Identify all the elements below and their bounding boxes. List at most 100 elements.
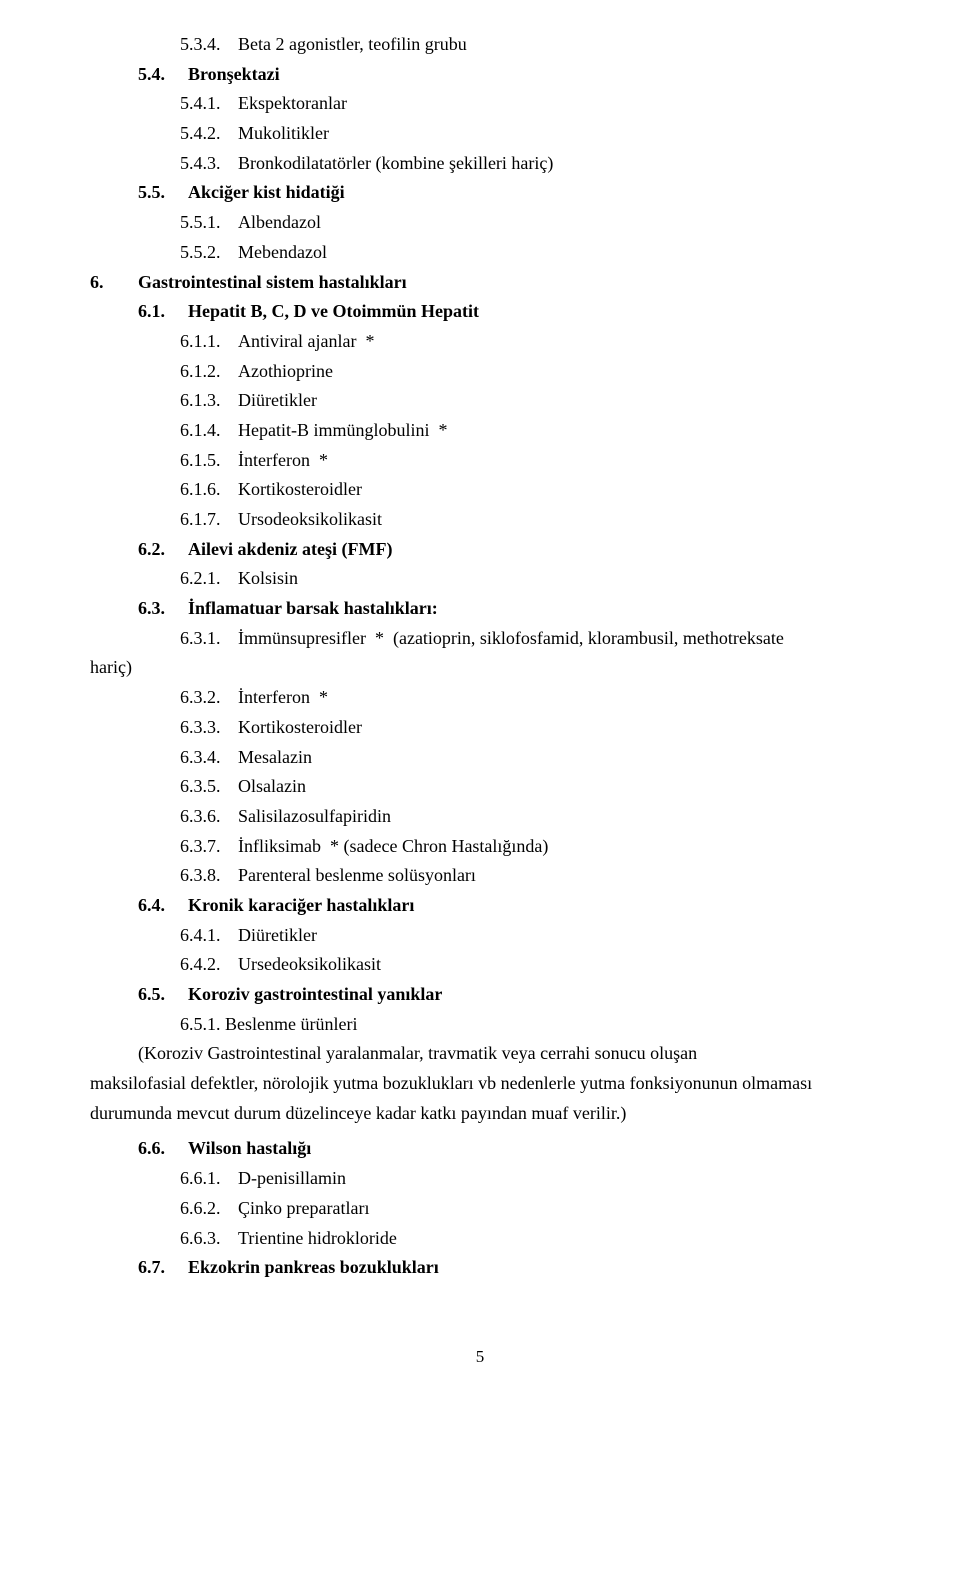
page-number: 5 — [90, 1343, 870, 1371]
outline-number: 6.3.8. — [180, 861, 238, 891]
outline-number: 5.4. — [138, 60, 188, 90]
outline-item: 6.3.8.Parenteral beslenme solüsyonları — [90, 861, 870, 891]
outline-item: 6.1.4.Hepatit-B immünglobulini * — [90, 416, 870, 446]
outline-item: 5.4.1.Ekspektoranlar — [90, 89, 870, 119]
outline-number: 6.2.1. — [180, 564, 238, 594]
outline-number: 6.3.2. — [180, 683, 238, 713]
outline-item: 5.5.Akciğer kist hidatiği — [90, 178, 870, 208]
outline-list-2: 6.6.Wilson hastalığı6.6.1.D-penisillamin… — [90, 1134, 870, 1282]
outline-item: 6.3.5.Olsalazin — [90, 772, 870, 802]
outline-number: 6.3. — [138, 594, 188, 624]
outline-text: Trientine hidrokloride — [238, 1228, 397, 1248]
outline-item: 6.3.2.İnterferon * — [90, 683, 870, 713]
outline-item: 5.4.3.Bronkodilatatörler (kombine şekill… — [90, 149, 870, 179]
outline-text: Mesalazin — [238, 747, 312, 767]
outline-text: Gastrointestinal sistem hastalıkları — [138, 272, 407, 292]
outline-number: 6.1.7. — [180, 505, 238, 535]
outline-text: Wilson hastalığı — [188, 1138, 311, 1158]
outline-item: 6.1.Hepatit B, C, D ve Otoimmün Hepatit — [90, 297, 870, 327]
outline-item: 6.1.2.Azothioprine — [90, 357, 870, 387]
outline-item: 6.1.1.Antiviral ajanlar * — [90, 327, 870, 357]
outline-item: 5.4.2.Mukolitikler — [90, 119, 870, 149]
outline-number: 6.3.3. — [180, 713, 238, 743]
outline-number: 6.3.4. — [180, 743, 238, 773]
outline-item: 6.5.1. Beslenme ürünleri — [90, 1010, 870, 1040]
outline-item: 6.4.1.Diüretikler — [90, 921, 870, 951]
outline-text: Kolsisin — [238, 568, 298, 588]
outline-number: 5.4.3. — [180, 149, 238, 179]
outline-number: 6.1.1. — [180, 327, 238, 357]
outline-number: 6.4. — [138, 891, 188, 921]
outline-text: Ursedeoksikolikasit — [238, 954, 381, 974]
outline-number: 6.2. — [138, 535, 188, 565]
outline-text: Ekzokrin pankreas bozuklukları — [188, 1257, 439, 1277]
outline-text: Kortikosteroidler — [238, 717, 362, 737]
outline-text: Antiviral ajanlar * — [238, 331, 374, 351]
outline-text: Salisilazosulfapiridin — [238, 806, 391, 826]
outline-item: 6.1.7.Ursodeoksikolikasit — [90, 505, 870, 535]
outline-item: 6.3.6.Salisilazosulfapiridin — [90, 802, 870, 832]
outline-number: 6.4.1. — [180, 921, 238, 951]
outline-text: İnterferon * — [238, 450, 328, 470]
outline-text: Diüretikler — [238, 925, 317, 945]
outline-list-1: 5.3.4.Beta 2 agonistler, teofilin grubu5… — [90, 30, 870, 1039]
outline-text: Mukolitikler — [238, 123, 329, 143]
outline-item: hariç) — [90, 653, 870, 683]
outline-text: İnflamatuar barsak hastalıkları: — [188, 598, 438, 618]
outline-number: 6.3.1. — [180, 624, 238, 654]
outline-item: 6.6.1.D-penisillamin — [90, 1164, 870, 1194]
outline-item: 6.2.1.Kolsisin — [90, 564, 870, 594]
outline-text: Ailevi akdeniz ateşi (FMF) — [188, 539, 392, 559]
paragraph-first-line: (Koroziv Gastrointestinal yaralanmalar, … — [90, 1039, 870, 1069]
outline-item: 5.5.2.Mebendazol — [90, 238, 870, 268]
outline-item: 6.Gastrointestinal sistem hastalıkları — [90, 268, 870, 298]
outline-text: Akciğer kist hidatiği — [188, 182, 345, 202]
outline-item: 6.3.3.Kortikosteroidler — [90, 713, 870, 743]
outline-text: Kronik karaciğer hastalıkları — [188, 895, 414, 915]
outline-item: 6.6.Wilson hastalığı — [90, 1134, 870, 1164]
outline-item: 6.3.7.İnfliksimab * (sadece Chron Hastal… — [90, 832, 870, 862]
outline-item: 6.3.İnflamatuar barsak hastalıkları: — [90, 594, 870, 624]
outline-text: Mebendazol — [238, 242, 327, 262]
outline-text: Diüretikler — [238, 390, 317, 410]
outline-text: Ekspektoranlar — [238, 93, 347, 113]
outline-number: 5.4.1. — [180, 89, 238, 119]
outline-number: 5.5. — [138, 178, 188, 208]
outline-number: 6.1.2. — [180, 357, 238, 387]
outline-text: Hepatit-B immünglobulini * — [238, 420, 448, 440]
outline-number: 6.3.5. — [180, 772, 238, 802]
outline-item: 6.6.3.Trientine hidrokloride — [90, 1224, 870, 1254]
outline-item: 6.1.6.Kortikosteroidler — [90, 475, 870, 505]
outline-number: 6.1. — [138, 297, 188, 327]
outline-number: 6.3.7. — [180, 832, 238, 862]
outline-number: 6.1.5. — [180, 446, 238, 476]
outline-number: 6.6. — [138, 1134, 188, 1164]
outline-number: 6.1.4. — [180, 416, 238, 446]
outline-text: Olsalazin — [238, 776, 306, 796]
outline-item: 6.3.1.İmmünsupresifler * (azatioprin, si… — [90, 624, 870, 654]
outline-number: 6.4.2. — [180, 950, 238, 980]
outline-item: 6.3.4.Mesalazin — [90, 743, 870, 773]
outline-text: Parenteral beslenme solüsyonları — [238, 865, 476, 885]
outline-text: Kortikosteroidler — [238, 479, 362, 499]
outline-number: 5.5.1. — [180, 208, 238, 238]
outline-item: 6.1.5.İnterferon * — [90, 446, 870, 476]
outline-number: 6.3.6. — [180, 802, 238, 832]
outline-text: Hepatit B, C, D ve Otoimmün Hepatit — [188, 301, 479, 321]
outline-number: 6. — [90, 268, 138, 298]
outline-text: Albendazol — [238, 212, 321, 232]
outline-item: 5.5.1.Albendazol — [90, 208, 870, 238]
outline-text: D-penisillamin — [238, 1168, 346, 1188]
outline-number: 6.1.3. — [180, 386, 238, 416]
outline-number: 6.5. — [138, 980, 188, 1010]
outline-text: Çinko preparatları — [238, 1198, 369, 1218]
outline-text: 6.5.1. Beslenme ürünleri — [180, 1014, 357, 1034]
outline-item: 5.4.Bronşektazi — [90, 60, 870, 90]
outline-number: 6.6.2. — [180, 1194, 238, 1224]
outline-item: 5.3.4.Beta 2 agonistler, teofilin grubu — [90, 30, 870, 60]
outline-item: 6.4.Kronik karaciğer hastalıkları — [90, 891, 870, 921]
outline-item: 6.2.Ailevi akdeniz ateşi (FMF) — [90, 535, 870, 565]
paragraph-rest: maksilofasial defektler, nörolojik yutma… — [90, 1069, 870, 1128]
outline-item: 6.7.Ekzokrin pankreas bozuklukları — [90, 1253, 870, 1283]
outline-text: Beta 2 agonistler, teofilin grubu — [238, 34, 467, 54]
